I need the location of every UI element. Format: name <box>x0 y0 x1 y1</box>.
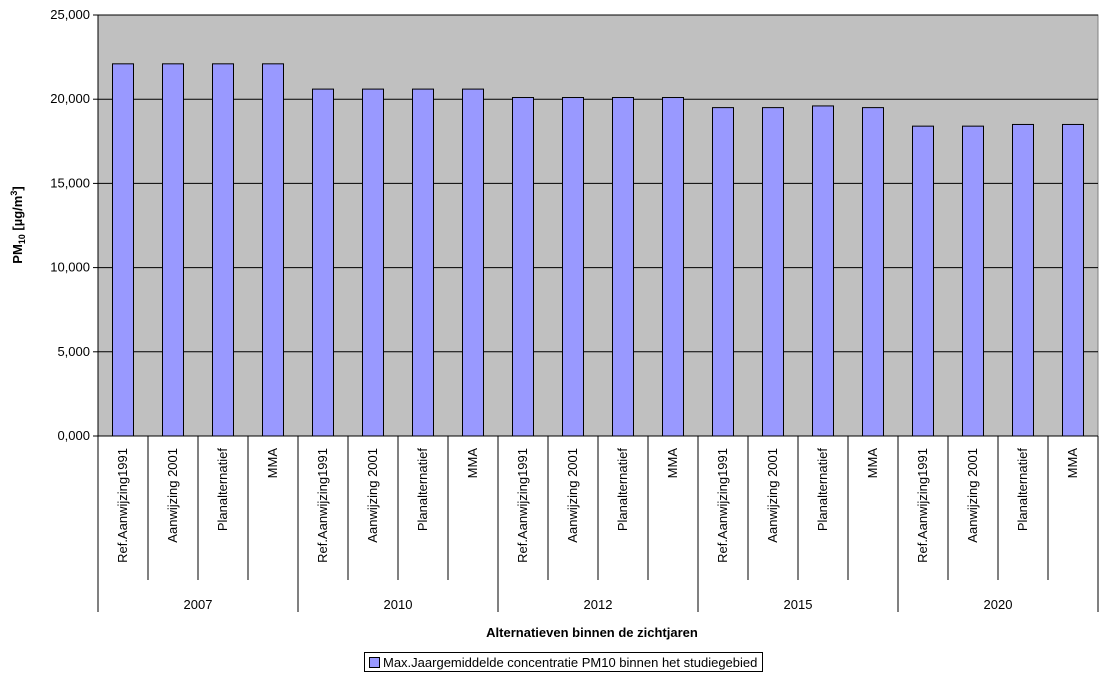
axes <box>93 14 1099 612</box>
y-axis-title-sub: 10 <box>17 234 27 244</box>
bar <box>312 88 334 437</box>
category-label: Aanwijzing 2001 <box>965 448 980 543</box>
category-label: Planalternatief <box>215 448 230 531</box>
bar <box>262 63 284 437</box>
bar <box>662 97 684 437</box>
x-axis-title: Alternatieven binnen de zichtjaren <box>486 625 698 640</box>
legend-label: Max.Jaargemiddelde concentratie PM10 bin… <box>383 654 758 670</box>
bar <box>162 63 184 437</box>
category-label: Aanwijzing 2001 <box>165 448 180 543</box>
category-label: MMA <box>265 448 280 479</box>
bar <box>862 107 884 437</box>
category-label: Planalternatief <box>615 448 630 531</box>
category-label: Planalternatief <box>815 448 830 531</box>
y-tick-labels: 0,000 5,000 10,000 15,000 20,000 25,000 <box>50 7 90 443</box>
bar <box>1062 123 1084 437</box>
category-label: Ref.Aanwijzing1991 <box>515 448 530 563</box>
bar <box>612 97 634 437</box>
category-label: Ref.Aanwijzing1991 <box>715 448 730 563</box>
group-label: 2015 <box>784 597 813 612</box>
bar <box>512 97 534 437</box>
category-label: Ref.Aanwijzing1991 <box>115 448 130 563</box>
y-axis-title-unit: [µg/m <box>10 196 25 235</box>
bar <box>712 107 734 437</box>
category-label: Aanwijzing 2001 <box>765 448 780 543</box>
bar <box>112 63 134 437</box>
group-label: 2007 <box>184 597 213 612</box>
bar <box>562 97 584 437</box>
y-tick-label: 25,000 <box>50 7 90 22</box>
bar <box>962 125 984 437</box>
y-tick-label: 0,000 <box>57 428 90 443</box>
y-axis-title-sup: 3 <box>9 191 19 196</box>
y-tick-label: 20,000 <box>50 91 90 106</box>
category-label: MMA <box>465 448 480 479</box>
category-label: Planalternatief <box>1015 448 1030 531</box>
plot-area <box>97 14 1099 437</box>
category-label: MMA <box>865 448 880 479</box>
bar <box>762 107 784 437</box>
y-axis-title-main: PM <box>10 244 25 264</box>
category-label: Ref.Aanwijzing1991 <box>315 448 330 563</box>
category-label: Ref.Aanwijzing1991 <box>915 448 930 563</box>
category-label: Aanwijzing 2001 <box>365 448 380 543</box>
category-label: MMA <box>665 448 680 479</box>
bar <box>812 105 834 437</box>
y-tick-label: 15,000 <box>50 175 90 190</box>
y-tick-label: 10,000 <box>50 260 90 275</box>
category-label: Planalternatief <box>415 448 430 531</box>
category-label: Aanwijzing 2001 <box>565 448 580 543</box>
group-label: 2010 <box>384 597 413 612</box>
legend-swatch <box>369 656 380 668</box>
legend: Max.Jaargemiddelde concentratie PM10 bin… <box>364 652 764 672</box>
category-label: MMA <box>1065 448 1080 479</box>
y-axis-title: PM10 [µg/m3] <box>9 186 27 263</box>
bar <box>1012 123 1034 437</box>
group-labels: 2007 2010 2012 2015 2020 <box>184 597 1013 612</box>
group-label: 2020 <box>984 597 1013 612</box>
y-axis-title-close: ] <box>10 186 25 190</box>
bar <box>912 125 934 437</box>
category-labels: Ref.Aanwijzing1991 Aanwijzing 2001 Planalt… <box>115 448 1080 563</box>
bar <box>412 88 434 437</box>
bar <box>212 63 234 437</box>
bar <box>362 88 384 437</box>
group-label: 2012 <box>584 597 613 612</box>
bar <box>462 88 484 437</box>
y-tick-label: 5,000 <box>57 344 90 359</box>
